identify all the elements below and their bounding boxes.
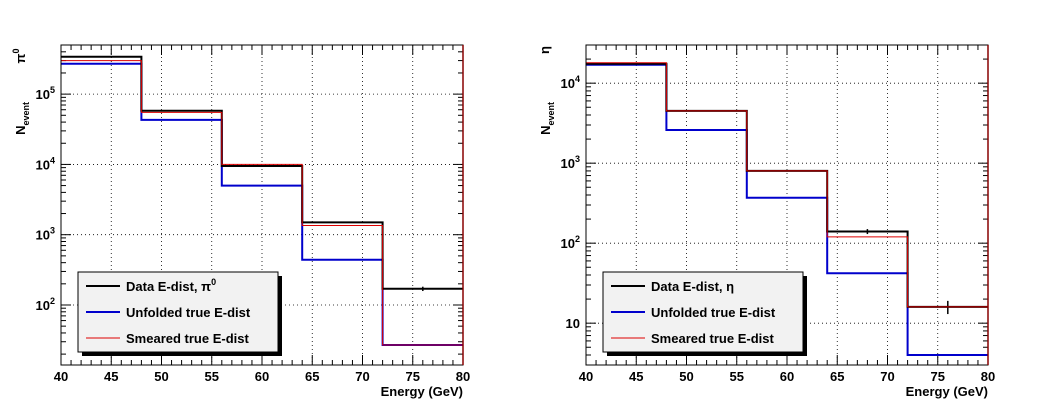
x-tick-label: 55: [205, 369, 219, 384]
y-tick-label: 10: [566, 316, 580, 331]
x-tick-label: 70: [355, 369, 369, 384]
y-axis-label: Nevent: [538, 102, 556, 135]
series-smeared-line: [586, 62, 988, 308]
x-tick-label: 60: [255, 369, 269, 384]
x-tick-label: 45: [104, 369, 118, 384]
legend-label: Smeared true E-dist: [651, 331, 774, 346]
y-tick-label: 103: [36, 226, 55, 243]
legend-label: Smeared true E-dist: [126, 331, 249, 346]
x-axis-label: Energy (GeV): [381, 384, 463, 399]
x-tick-label: 40: [54, 369, 68, 384]
legend-label: Unfolded true E-dist: [651, 305, 776, 320]
x-tick-label: 65: [830, 369, 844, 384]
y-tick-label: 103: [561, 154, 580, 171]
chart-panel-pi0: 40 45 50 55 60 65 70 75 80 102 103 104 105 Energy (Ge…: [11, 44, 470, 399]
legend-label: Unfolded true E-dist: [126, 305, 251, 320]
x-tick-label: 45: [629, 369, 643, 384]
y-tick-label: 104: [36, 155, 55, 172]
legend-label: Data E-dist, η: [651, 279, 734, 294]
x-axis-label: Energy (GeV): [906, 384, 988, 399]
y-axis-label: Nevent: [13, 102, 31, 135]
y-tick-label: 104: [561, 74, 580, 91]
x-tick-label: 65: [305, 369, 319, 384]
y-tick-label: 105: [36, 85, 55, 102]
x-tick-label: 55: [730, 369, 744, 384]
chart-panel-eta: 40 45 50 55 60 65 70 75 80 10 102 103 104 Energy (GeV…: [537, 44, 995, 399]
series-smeared-line: [61, 60, 463, 346]
x-tick-label: 60: [780, 369, 794, 384]
x-tick-label: 75: [406, 369, 420, 384]
x-tick-label: 75: [931, 369, 945, 384]
x-tick-label: 50: [679, 369, 693, 384]
y-tick-label: 102: [36, 296, 55, 313]
x-tick-label: 80: [981, 369, 995, 384]
particle-label: η: [537, 46, 552, 54]
legend-label: Data E-dist, π0: [126, 277, 216, 294]
x-tick-label: 70: [880, 369, 894, 384]
x-tick-label: 50: [154, 369, 168, 384]
particle-label: π0: [11, 49, 28, 64]
x-tick-label: 40: [579, 369, 593, 384]
y-tick-label: 102: [561, 234, 580, 251]
x-tick-label: 80: [456, 369, 470, 384]
